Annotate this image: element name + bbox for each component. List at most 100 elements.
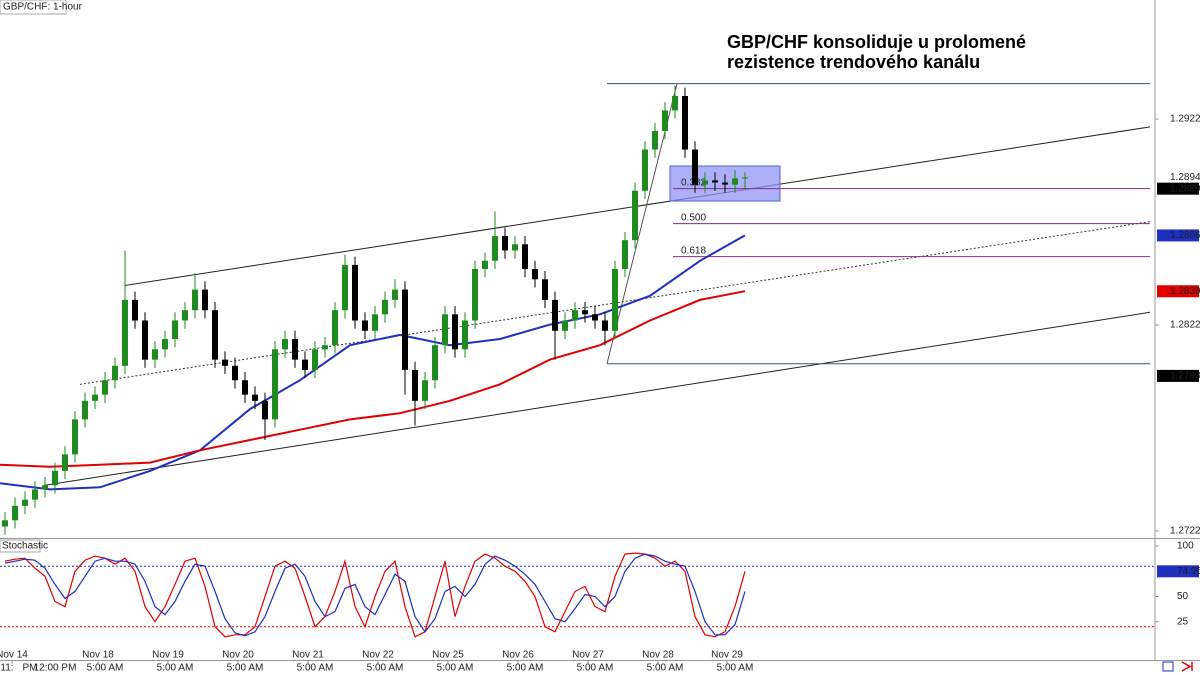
candle-body bbox=[82, 400, 88, 420]
candle-body bbox=[122, 299, 128, 366]
fib-label: 0.618 bbox=[681, 245, 706, 256]
candle-body bbox=[342, 264, 348, 311]
candle-body bbox=[692, 149, 698, 185]
y-tick-label: 1.27228 bbox=[1170, 526, 1200, 537]
candle-body bbox=[42, 485, 48, 490]
candle-body bbox=[612, 269, 618, 331]
stoch-line bbox=[4, 553, 746, 637]
candle-body bbox=[672, 95, 678, 111]
candle-body bbox=[552, 299, 558, 331]
candle-body bbox=[202, 289, 208, 311]
candle-body bbox=[452, 314, 458, 350]
candle-body bbox=[732, 178, 738, 185]
candle-body bbox=[532, 269, 538, 280]
x-time-label: 5:00 AM bbox=[367, 663, 404, 674]
price-tag bbox=[1157, 171, 1199, 184]
x-time-label: 12:00 PM bbox=[34, 663, 77, 674]
x-date-label: Nov 14 bbox=[0, 650, 28, 661]
candle-body bbox=[742, 177, 748, 179]
candle-body bbox=[52, 470, 58, 486]
price-tag bbox=[1157, 285, 1199, 298]
candle-body bbox=[422, 380, 428, 401]
candle-body bbox=[622, 240, 628, 269]
candle-body bbox=[182, 310, 188, 321]
x-date-label: Nov 27 bbox=[572, 650, 604, 661]
candle-body bbox=[602, 320, 608, 331]
x-date-label: Nov 19 bbox=[152, 650, 184, 661]
candle-body bbox=[302, 359, 308, 370]
candle-body bbox=[1, 520, 8, 527]
candle-body bbox=[192, 289, 198, 311]
candle-body bbox=[392, 289, 398, 300]
stoch-y-tick-label: 50 bbox=[1177, 591, 1189, 602]
candle-body bbox=[212, 310, 218, 360]
candle-body bbox=[442, 314, 448, 346]
candle-body bbox=[462, 320, 468, 350]
candle-body bbox=[522, 244, 528, 269]
x-time-label: 11: bbox=[0, 663, 13, 674]
x-date-label: Nov 25 bbox=[432, 650, 464, 661]
price-tag bbox=[1157, 229, 1199, 242]
x-time-label: 5:00 AM bbox=[87, 663, 124, 674]
price-tag-label: 1.28392 bbox=[1170, 286, 1200, 297]
candle-body bbox=[232, 365, 238, 381]
candle-body bbox=[282, 339, 288, 350]
x-time-label: 5:00 AM bbox=[647, 663, 684, 674]
candle-body bbox=[222, 359, 228, 366]
candle-body bbox=[432, 345, 438, 381]
candle-body bbox=[382, 299, 388, 315]
y-tick-label: 1.28228 bbox=[1170, 320, 1200, 331]
candle-body bbox=[652, 130, 658, 150]
stochastic-box bbox=[0, 539, 41, 553]
x-date-label: Nov 21 bbox=[292, 650, 324, 661]
candle-body bbox=[642, 149, 648, 191]
candle-body bbox=[702, 180, 708, 185]
candle-body bbox=[632, 190, 638, 241]
x-time-label: 5:00 AM bbox=[157, 663, 194, 674]
candle-body bbox=[172, 320, 178, 340]
fib-label: 0.500 bbox=[681, 212, 706, 223]
candle-body bbox=[502, 236, 508, 251]
candle-body bbox=[682, 95, 688, 150]
scroll-icon[interactable] bbox=[1181, 661, 1193, 672]
x-date-label: Nov 28 bbox=[642, 650, 674, 661]
candle-body bbox=[292, 339, 298, 360]
x-time-label: 5:00 AM bbox=[227, 663, 264, 674]
candle-body bbox=[562, 320, 568, 331]
symbol-box bbox=[0, 0, 67, 15]
price-tag-label: 1.2889 bbox=[1170, 183, 1200, 194]
candle-body bbox=[272, 349, 278, 420]
candle-body bbox=[142, 320, 148, 360]
candle-body bbox=[592, 314, 598, 321]
annotation-line: rezistence trendového kanálu bbox=[727, 52, 980, 72]
annotation-line: GBP/CHF konsoliduje u prolomené bbox=[727, 32, 1026, 52]
candle-body bbox=[712, 180, 718, 183]
trend-line bbox=[44, 311, 1151, 486]
candle-body bbox=[332, 310, 338, 346]
stochastic-title: Stochastic bbox=[2, 541, 48, 552]
candle-body bbox=[362, 320, 368, 331]
stoch-y-tick-label: 25 bbox=[1177, 616, 1189, 627]
candle-body bbox=[112, 365, 118, 381]
price-tag-label: 1.28663 bbox=[1170, 230, 1200, 241]
candle-body bbox=[402, 289, 408, 370]
candle-body bbox=[62, 454, 68, 471]
chart-title: GBP/CHF: 1-hour bbox=[3, 2, 83, 13]
candle-body bbox=[412, 369, 418, 401]
x-date-label: Nov 18 bbox=[82, 650, 114, 661]
stoch-y-tick-label: 100 bbox=[1177, 541, 1194, 552]
candle-body bbox=[582, 310, 588, 315]
candle-body bbox=[12, 505, 18, 521]
consolidation-zone bbox=[669, 165, 781, 202]
y-tick-label: 1.29228 bbox=[1170, 114, 1200, 125]
candle-body bbox=[92, 394, 98, 401]
x-date-label: Nov 29 bbox=[711, 650, 743, 661]
candle-body bbox=[132, 299, 138, 321]
sync-icon[interactable] bbox=[1162, 661, 1174, 672]
candle-body bbox=[492, 236, 498, 261]
x-time-label: 5:00 AM bbox=[717, 663, 754, 674]
candle-body bbox=[722, 182, 728, 185]
candle-body bbox=[542, 279, 548, 300]
